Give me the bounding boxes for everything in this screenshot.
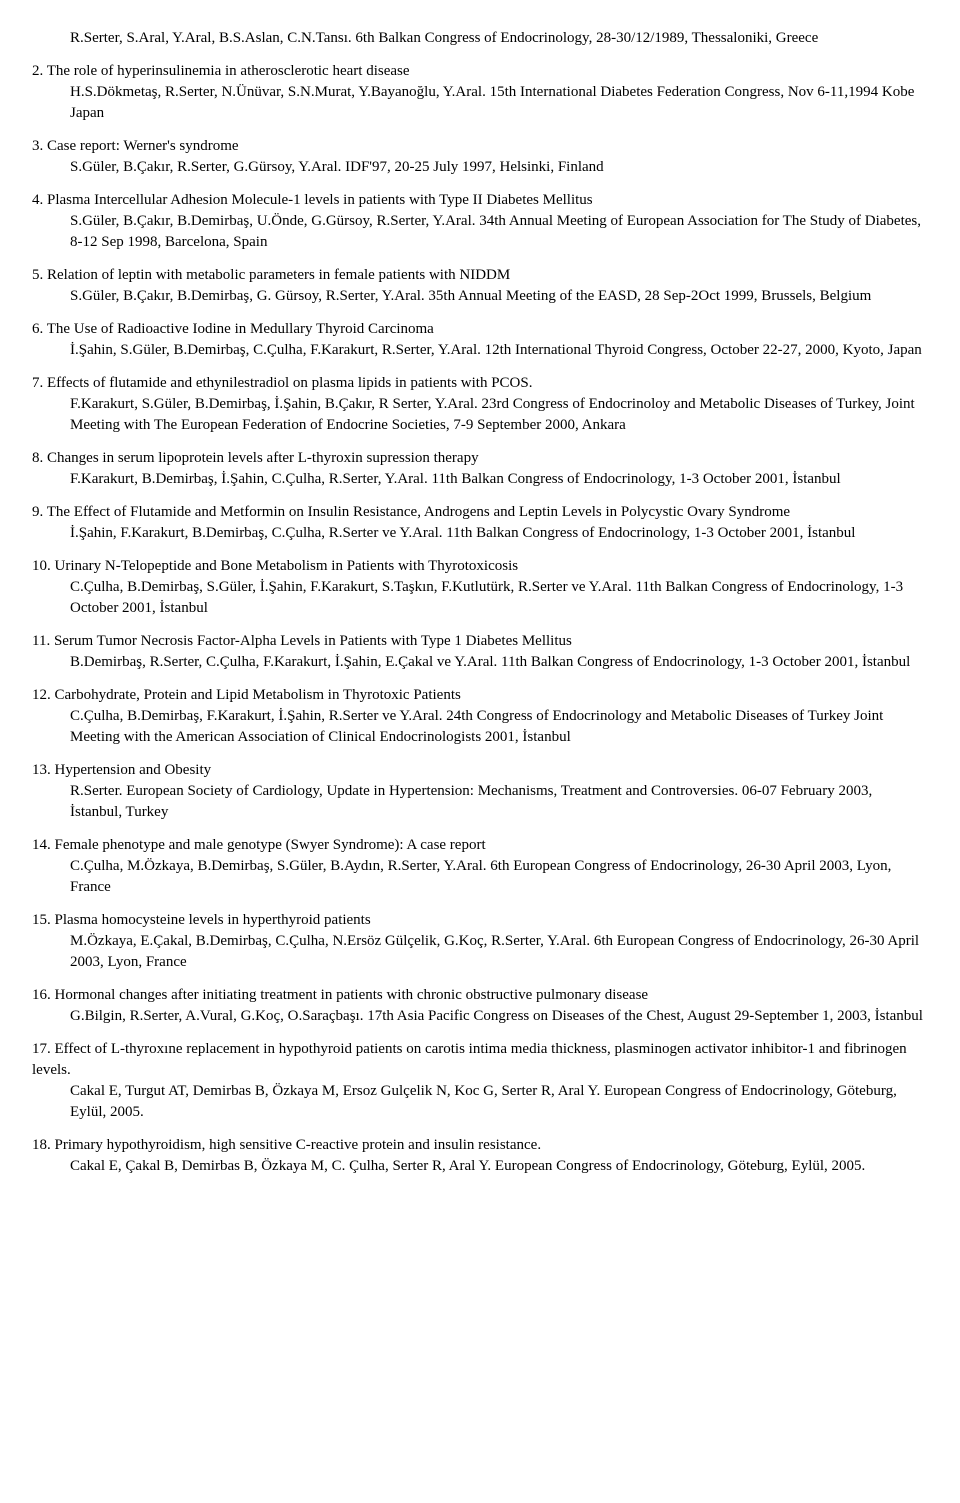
reference-detail: Cakal E, Çakal B, Demirbas B, Özkaya M, … (70, 1156, 928, 1177)
reference-title: 9. The Effect of Flutamide and Metformin… (32, 502, 928, 523)
reference-entry: 14. Female phenotype and male genotype (… (32, 835, 928, 898)
reference-entry: 16. Hormonal changes after initiating tr… (32, 985, 928, 1027)
reference-title: 8. Changes in serum lipoprotein levels a… (32, 448, 928, 469)
reference-detail: C.Çulha, B.Demirbaş, S.Güler, İ.Şahin, F… (70, 577, 928, 619)
reference-detail: S.Güler, B.Çakır, B.Demirbaş, U.Önde, G.… (70, 211, 928, 253)
reference-title: 18. Primary hypothyroidism, high sensiti… (32, 1135, 928, 1156)
reference-entry: 17. Effect of L-thyroxıne replacement in… (32, 1039, 928, 1123)
reference-detail: H.S.Dökmetaş, R.Serter, N.Ünüvar, S.N.Mu… (70, 82, 928, 124)
reference-detail: F.Karakurt, S.Güler, B.Demirbaş, İ.Şahin… (70, 394, 928, 436)
reference-title: 10. Urinary N-Telopeptide and Bone Metab… (32, 556, 928, 577)
reference-entry: 7. Effects of flutamide and ethynilestra… (32, 373, 928, 436)
reference-detail: G.Bilgin, R.Serter, A.Vural, G.Koç, O.Sa… (70, 1006, 928, 1027)
reference-entry: 6. The Use of Radioactive Iodine in Medu… (32, 319, 928, 361)
reference-detail: S.Güler, B.Çakır, B.Demirbaş, G. Gürsoy,… (70, 286, 928, 307)
reference-entry: 18. Primary hypothyroidism, high sensiti… (32, 1135, 928, 1177)
reference-entry: 9. The Effect of Flutamide and Metformin… (32, 502, 928, 544)
reference-detail: İ.Şahin, S.Güler, B.Demirbaş, C.Çulha, F… (70, 340, 928, 361)
reference-title: 16. Hormonal changes after initiating tr… (32, 985, 928, 1006)
reference-entry: 4. Plasma Intercellular Adhesion Molecul… (32, 190, 928, 253)
reference-detail: F.Karakurt, B.Demirbaş, İ.Şahin, C.Çulha… (70, 469, 928, 490)
reference-entry: 3. Case report: Werner's syndromeS.Güler… (32, 136, 928, 178)
reference-title: 5. Relation of leptin with metabolic par… (32, 265, 928, 286)
reference-title: 7. Effects of flutamide and ethynilestra… (32, 373, 928, 394)
reference-title: 12. Carbohydrate, Protein and Lipid Meta… (32, 685, 928, 706)
reference-detail: İ.Şahin, F.Karakurt, B.Demirbaş, C.Çulha… (70, 523, 928, 544)
reference-entry: 15. Plasma homocysteine levels in hypert… (32, 910, 928, 973)
reference-entry: 10. Urinary N-Telopeptide and Bone Metab… (32, 556, 928, 619)
reference-detail: S.Güler, B.Çakır, R.Serter, G.Gürsoy, Y.… (70, 157, 928, 178)
reference-entry: 2. The role of hyperinsulinemia in ather… (32, 61, 928, 124)
reference-entry: 12. Carbohydrate, Protein and Lipid Meta… (32, 685, 928, 748)
prelude-line: R.Serter, S.Aral, Y.Aral, B.S.Aslan, C.N… (70, 28, 928, 49)
reference-detail: Cakal E, Turgut AT, Demirbas B, Özkaya M… (70, 1081, 928, 1123)
reference-title: 15. Plasma homocysteine levels in hypert… (32, 910, 928, 931)
reference-title: 13. Hypertension and Obesity (32, 760, 928, 781)
reference-detail: R.Serter. European Society of Cardiology… (70, 781, 928, 823)
reference-title: 11. Serum Tumor Necrosis Factor-Alpha Le… (32, 631, 928, 652)
reference-title: 17. Effect of L-thyroxıne replacement in… (32, 1039, 928, 1081)
reference-entry: 5. Relation of leptin with metabolic par… (32, 265, 928, 307)
reference-entry: 13. Hypertension and ObesityR.Serter. Eu… (32, 760, 928, 823)
reference-detail: C.Çulha, M.Özkaya, B.Demirbaş, S.Güler, … (70, 856, 928, 898)
reference-title: 6. The Use of Radioactive Iodine in Medu… (32, 319, 928, 340)
reference-entry: 8. Changes in serum lipoprotein levels a… (32, 448, 928, 490)
reference-detail: B.Demirbaş, R.Serter, C.Çulha, F.Karakur… (70, 652, 928, 673)
reference-title: 3. Case report: Werner's syndrome (32, 136, 928, 157)
reference-title: 2. The role of hyperinsulinemia in ather… (32, 61, 928, 82)
reference-entry: 11. Serum Tumor Necrosis Factor-Alpha Le… (32, 631, 928, 673)
reference-title: 4. Plasma Intercellular Adhesion Molecul… (32, 190, 928, 211)
reference-detail: C.Çulha, B.Demirbaş, F.Karakurt, İ.Şahin… (70, 706, 928, 748)
reference-title: 14. Female phenotype and male genotype (… (32, 835, 928, 856)
reference-detail: M.Özkaya, E.Çakal, B.Demirbaş, C.Çulha, … (70, 931, 928, 973)
